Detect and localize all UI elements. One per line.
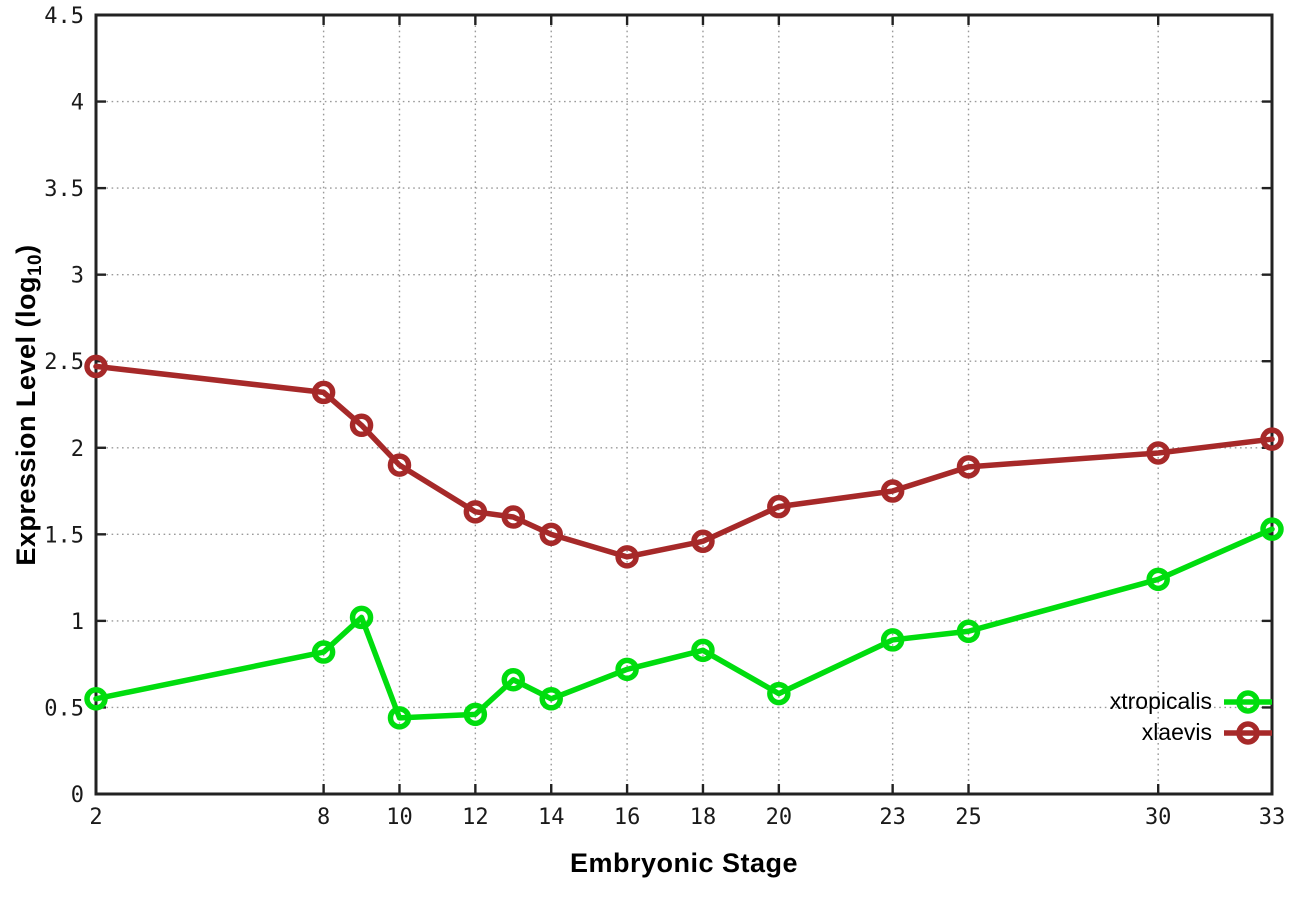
data-point-xtropicalis-20 xyxy=(767,681,791,706)
legend: xtropicalis xlaevis xyxy=(1110,686,1274,748)
data-point-xtropicalis-33 xyxy=(1260,517,1284,541)
y-tick-label: 4.5 xyxy=(44,4,84,29)
y-tick-label: 1 xyxy=(71,610,84,635)
data-point-xlaevis-13 xyxy=(501,505,526,529)
legend-item-xtropicalis: xtropicalis xyxy=(1110,686,1274,717)
data-point-xlaevis-14 xyxy=(539,522,563,547)
data-point-xlaevis-20 xyxy=(767,494,791,519)
x-tick-label: 2 xyxy=(89,805,102,830)
x-axis-title: Embryonic Stage xyxy=(569,848,799,878)
data-point-xtropicalis-25 xyxy=(956,619,981,644)
x-tick-label: 12 xyxy=(462,805,489,830)
data-point-xlaevis-25 xyxy=(956,455,981,479)
legend-marker-icon xyxy=(1224,720,1272,745)
data-point-xlaevis-23 xyxy=(880,479,905,503)
data-point-xlaevis-10 xyxy=(387,453,412,477)
series-xlaevis xyxy=(84,354,1284,569)
y-tick-label: 4 xyxy=(71,91,84,116)
legend-item-xlaevis: xlaevis xyxy=(1110,717,1274,748)
data-point-xtropicalis-16 xyxy=(615,657,639,682)
y-tick-label: 0.5 xyxy=(44,696,84,721)
legend-label-xtropicalis: xtropicalis xyxy=(1109,688,1212,714)
y-tick-label: 3.5 xyxy=(44,177,84,202)
x-tick-label: 25 xyxy=(955,805,982,830)
plot-border xyxy=(94,13,1274,796)
data-point-xtropicalis-13 xyxy=(501,667,526,692)
data-point-xlaevis-12 xyxy=(463,500,488,524)
data-point-xlaevis-2 xyxy=(84,354,108,379)
y-axis-title-subscript: 10 xyxy=(25,253,46,277)
data-point-xtropicalis-18 xyxy=(691,638,715,663)
series-xtropicalis xyxy=(84,517,1284,730)
data-point-xtropicalis-12 xyxy=(463,702,488,727)
data-point-xlaevis-9 xyxy=(349,413,374,438)
legend-marker-icon xyxy=(1224,689,1272,714)
y-tick-label: 0 xyxy=(71,783,84,808)
data-point-xlaevis-18 xyxy=(691,529,715,554)
legend-label-xlaevis: xlaevis xyxy=(1141,719,1212,745)
x-tick-label: 23 xyxy=(879,805,906,830)
x-tick-label: 30 xyxy=(1145,805,1172,830)
y-axis-title: Expression Level (log10) xyxy=(11,205,47,605)
series-line-xlaevis xyxy=(93,363,1275,560)
data-point-xtropicalis-10 xyxy=(387,706,412,730)
x-tick-label: 33 xyxy=(1259,805,1286,830)
x-tick-label: 8 xyxy=(317,805,330,830)
data-point-xtropicalis-2 xyxy=(84,687,108,711)
series-line-xtropicalis xyxy=(93,526,1275,721)
data-point-xlaevis-8 xyxy=(311,380,336,405)
data-point-xtropicalis-9 xyxy=(349,605,374,630)
data-point-xtropicalis-30 xyxy=(1146,567,1170,592)
data-point-xtropicalis-14 xyxy=(539,687,563,711)
data-point-xlaevis-30 xyxy=(1146,441,1170,465)
data-point-xlaevis-33 xyxy=(1260,427,1284,451)
y-tick-label: 1.5 xyxy=(44,523,84,548)
data-point-xlaevis-16 xyxy=(615,545,639,569)
x-tick-label: 10 xyxy=(386,805,413,830)
y-tick-label: 2.5 xyxy=(44,350,84,375)
axes xyxy=(94,13,1274,796)
y-axis-title-close: ) xyxy=(11,244,41,254)
y-axis-title-text: Expression Level (log xyxy=(11,276,41,566)
x-tick-label: 16 xyxy=(614,805,641,830)
x-tick-label: 14 xyxy=(538,805,565,830)
gridlines xyxy=(96,15,1272,794)
data-point-xtropicalis-23 xyxy=(880,628,905,652)
x-tick-label: 18 xyxy=(690,805,717,830)
x-tick-label: 20 xyxy=(766,805,793,830)
data-point-xtropicalis-8 xyxy=(311,640,336,664)
y-tick-label: 2 xyxy=(71,437,84,462)
y-tick-label: 3 xyxy=(71,264,84,289)
tick-labels: 2 8 10 12 14 16 18 20 23 25 30 33 0 0.5 1 1.5 2 2.5 3 3.5 4 4… xyxy=(44,4,1285,830)
